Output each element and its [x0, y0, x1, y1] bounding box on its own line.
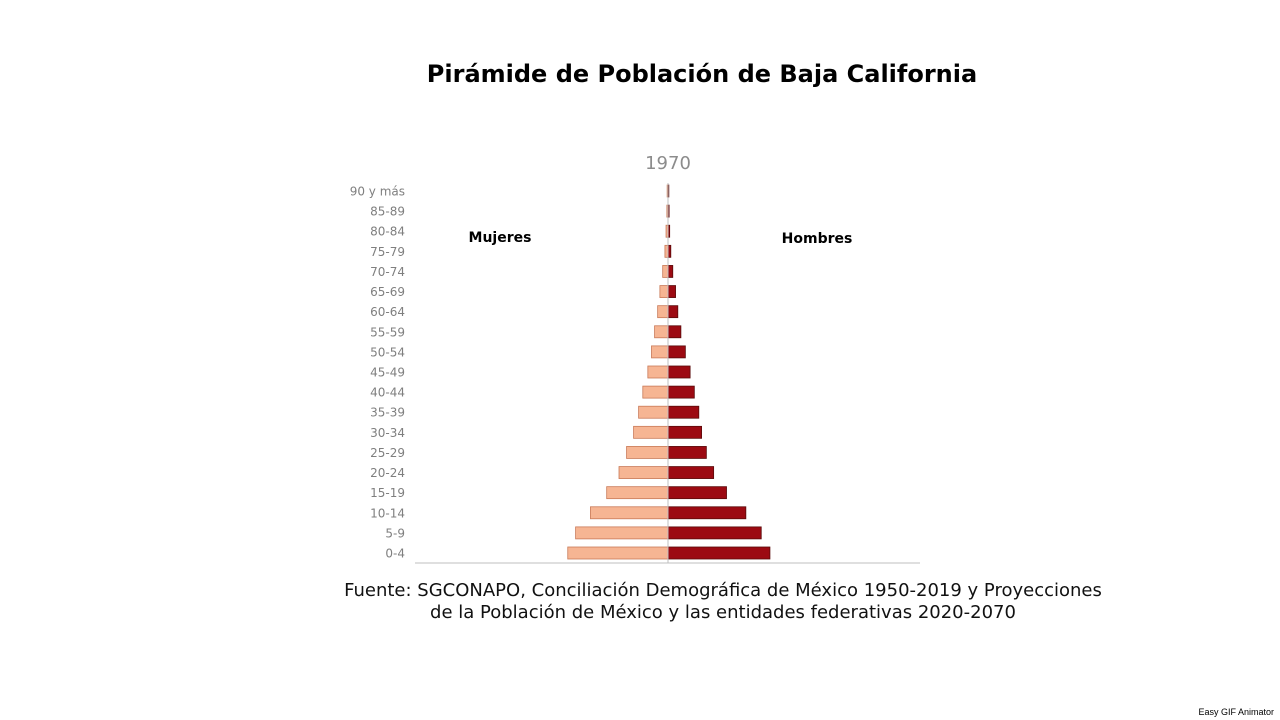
- bar-hombres-20-24: [667, 466, 715, 479]
- bar-mujeres-60-64: [657, 305, 669, 319]
- category-ticks: 90 y más 85-89 80-84 75-79 70-74 65-69 60-64 55…: [350, 185, 405, 561]
- tick-label-75-79: 75-79: [370, 245, 405, 259]
- bar-hombres-40-44: [667, 385, 695, 399]
- tick-label-65-69: 65-69: [370, 285, 405, 299]
- bar-hombres-35-39: [667, 405, 700, 419]
- source-note: Fuente: SGCONAPO, Conciliación Demográfi…: [300, 580, 1146, 624]
- series-label-mujeres: Mujeres: [469, 230, 532, 246]
- bar-mujeres-10-14: [590, 506, 669, 520]
- bar-mujeres-20-24: [618, 466, 669, 479]
- bar-mujeres-40-44: [642, 385, 669, 399]
- page-title: Pirámide de Población de Baja California: [426, 60, 978, 88]
- bar-hombres-25-29: [667, 446, 707, 459]
- bar-mujeres-0-4: [567, 546, 669, 560]
- bar-mujeres-65-69: [659, 285, 669, 298]
- tick-label-40-44: 40-44: [370, 386, 405, 400]
- bar-hombres-15-19: [667, 486, 727, 500]
- bar-hombres-55-59: [667, 325, 682, 339]
- bar-mujeres-15-19: [606, 486, 669, 500]
- tick-label-80-84: 80-84: [370, 225, 405, 239]
- tick-label-70-74: 70-74: [370, 265, 405, 279]
- tick-label-5-9: 5-9: [385, 526, 405, 540]
- series-label-hombres: Hombres: [782, 231, 853, 247]
- bar-mujeres-55-59: [654, 325, 669, 339]
- bar-mujeres-25-29: [626, 446, 669, 459]
- tick-label-85-89: 85-89: [370, 205, 405, 219]
- tick-label-45-49: 45-49: [370, 366, 405, 380]
- tick-label-10-14: 10-14: [370, 506, 405, 520]
- bar-mujeres-5-9: [575, 526, 669, 540]
- bar-hombres-30-34: [667, 425, 702, 439]
- tick-label-50-54: 50-54: [370, 345, 405, 359]
- source-line-2: de la Población de México y las entidade…: [430, 602, 1016, 623]
- bar-mujeres-70-74: [662, 265, 669, 278]
- bar-mujeres-50-54: [651, 345, 669, 359]
- bar-hombres-70-74: [667, 265, 674, 278]
- tick-label-20-24: 20-24: [370, 466, 405, 480]
- tick-label-35-39: 35-39: [370, 406, 405, 420]
- bar-hombres-65-69: [667, 285, 676, 298]
- bars-group: [567, 184, 771, 560]
- tick-label-30-34: 30-34: [370, 426, 405, 440]
- tick-label-15-19: 15-19: [370, 486, 405, 500]
- chart-year-label: 1970: [645, 153, 691, 174]
- bar-hombres-10-14: [667, 506, 747, 520]
- bar-hombres-0-4: [667, 546, 771, 560]
- watermark: Easy GIF Animator: [1198, 707, 1274, 717]
- tick-label-60-64: 60-64: [370, 305, 405, 319]
- bar-hombres-5-9: [667, 526, 762, 540]
- source-line-1: Fuente: SGCONAPO, Conciliación Demográfi…: [344, 580, 1102, 601]
- bar-hombres-60-64: [667, 305, 679, 319]
- tick-label-90-y-más: 90 y más: [350, 185, 405, 199]
- tick-label-0-4: 0-4: [385, 547, 405, 561]
- tick-label-25-29: 25-29: [370, 446, 405, 460]
- bar-hombres-50-54: [667, 345, 686, 359]
- bar-mujeres-30-34: [633, 425, 669, 439]
- bar-hombres-45-49: [667, 365, 691, 379]
- tick-label-55-59: 55-59: [370, 325, 405, 339]
- bar-mujeres-45-49: [647, 365, 669, 379]
- bar-mujeres-35-39: [638, 405, 669, 419]
